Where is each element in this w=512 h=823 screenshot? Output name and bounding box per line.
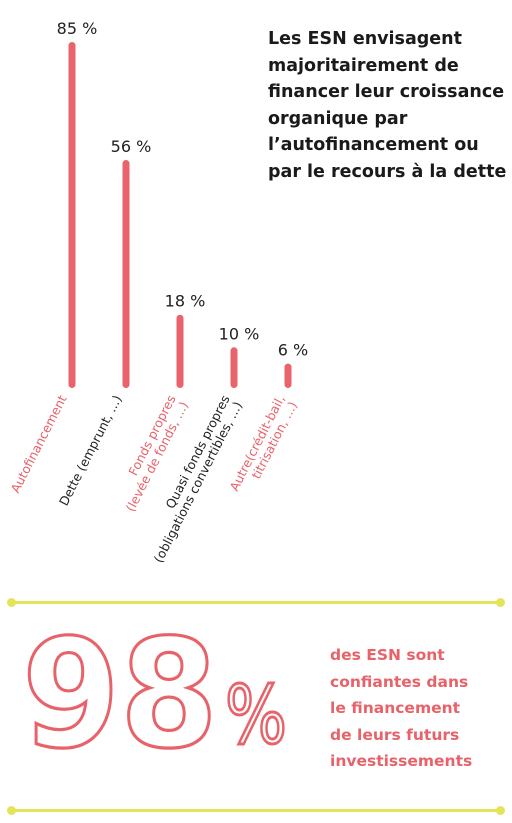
stat-description-line: confiantes dans bbox=[330, 672, 469, 691]
stat-description-line: de leurs futurs bbox=[330, 725, 460, 744]
big-stat: 98 % bbox=[22, 618, 289, 778]
stat-description: des ESN sont confiantes dans le financem… bbox=[330, 642, 510, 775]
stat-description-line: des ESN sont bbox=[330, 646, 445, 664]
bar-value-label: 18 % bbox=[165, 292, 206, 311]
divider-dot bbox=[7, 598, 16, 607]
big-stat-value: 98 bbox=[22, 618, 218, 778]
bar-value-label: 10 % bbox=[219, 324, 260, 343]
stat-description-line: investissements bbox=[330, 752, 473, 770]
bar-value-label: 56 % bbox=[111, 137, 152, 156]
bar bbox=[122, 160, 130, 388]
bottom-divider bbox=[7, 806, 505, 815]
category-label: Dette (emprunt, ...) bbox=[56, 393, 125, 509]
category-label-line: Autofinancement bbox=[7, 392, 69, 495]
bar bbox=[68, 42, 76, 388]
headline-line: l’autofinancement ou bbox=[268, 135, 479, 155]
bar-chart: 85 % 56 % 18 % 10 % 6 % AutofinancementDette… bbox=[7, 19, 308, 565]
chart-headline: Les ESN envisagent majoritairement de fi… bbox=[268, 26, 508, 185]
bars-layer: 85 % 56 % 18 % 10 % 6 % bbox=[57, 19, 308, 388]
divider-dot bbox=[496, 806, 505, 815]
bar bbox=[230, 347, 238, 388]
category-label-line: Dette (emprunt, ...) bbox=[56, 393, 125, 509]
stat-description-line: le financement bbox=[330, 699, 461, 717]
big-stat-percent: % bbox=[225, 669, 287, 762]
category-label: Autofinancement bbox=[7, 392, 69, 495]
bar bbox=[176, 314, 184, 388]
headline-line: organique par bbox=[268, 108, 408, 129]
headline-line: financer leur croissance bbox=[268, 82, 505, 102]
top-divider bbox=[7, 598, 505, 607]
headline-line: Les ESN envisagent bbox=[268, 29, 463, 49]
divider-dot bbox=[7, 806, 16, 815]
bar-value-label: 6 % bbox=[278, 341, 308, 360]
bar bbox=[284, 363, 292, 388]
headline-line: majoritairement de bbox=[268, 55, 459, 76]
bar-value-label: 85 % bbox=[57, 19, 98, 38]
headline-line: par le recours à la dette bbox=[268, 161, 507, 182]
divider-dot bbox=[496, 598, 505, 607]
